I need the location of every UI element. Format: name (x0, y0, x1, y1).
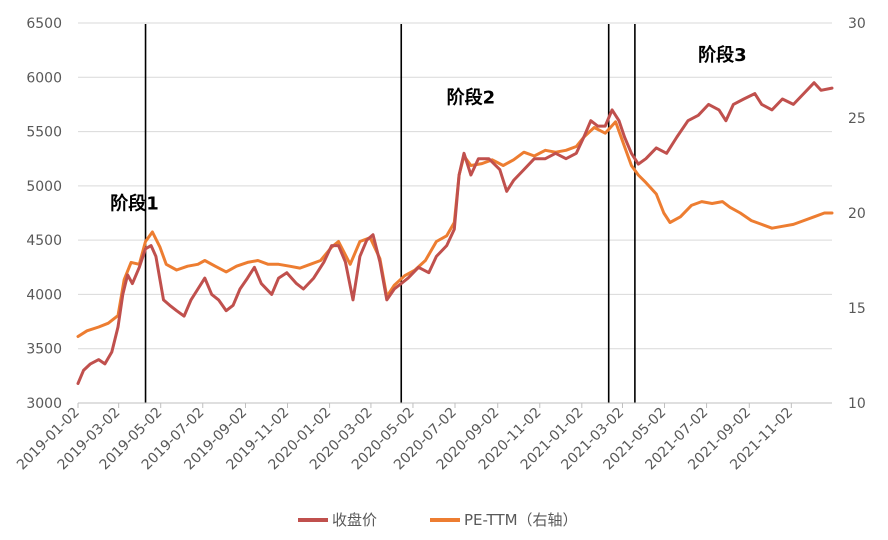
left-tick-label: 4000 (26, 287, 62, 303)
legend: 收盘价 PE-TTM（右轴） (298, 511, 578, 529)
left-tick-label: 3000 (26, 396, 62, 412)
stage-label: 阶段1 (110, 193, 159, 215)
legend-label: PE-TTM（右轴） (464, 511, 578, 529)
stage-label: 阶段3 (698, 44, 747, 66)
stage-label: 阶段2 (447, 86, 496, 108)
left-tick-label: 4500 (26, 233, 62, 249)
left-tick-label: 5500 (26, 125, 62, 141)
legend-label: 收盘价 (332, 511, 377, 529)
right-tick-label: 10 (848, 396, 866, 412)
horizontal-gridlines (78, 22, 832, 350)
x-axis: 2019-01-022019-03-022019-05-022019-07-02… (14, 402, 832, 473)
right-tick-label: 15 (848, 301, 866, 317)
right-tick-label: 30 (848, 16, 866, 32)
right-axis-ticks: 10 15 20 25 30 (848, 16, 866, 412)
left-tick-label: 6500 (26, 16, 62, 32)
left-tick-label: 3500 (26, 342, 62, 358)
series-line-close-price (76, 81, 834, 385)
left-axis-ticks: 3000 3500 4000 4500 5000 5500 6000 6500 (26, 16, 62, 412)
series-lines (76, 81, 834, 385)
right-tick-label: 20 (848, 206, 866, 222)
stage-divider-lines (144, 24, 636, 403)
right-tick-label: 25 (848, 111, 866, 127)
left-tick-label: 5000 (26, 179, 62, 195)
left-tick-label: 6000 (26, 70, 62, 86)
stage-labels: 阶段1 阶段2 阶段3 (110, 44, 746, 215)
